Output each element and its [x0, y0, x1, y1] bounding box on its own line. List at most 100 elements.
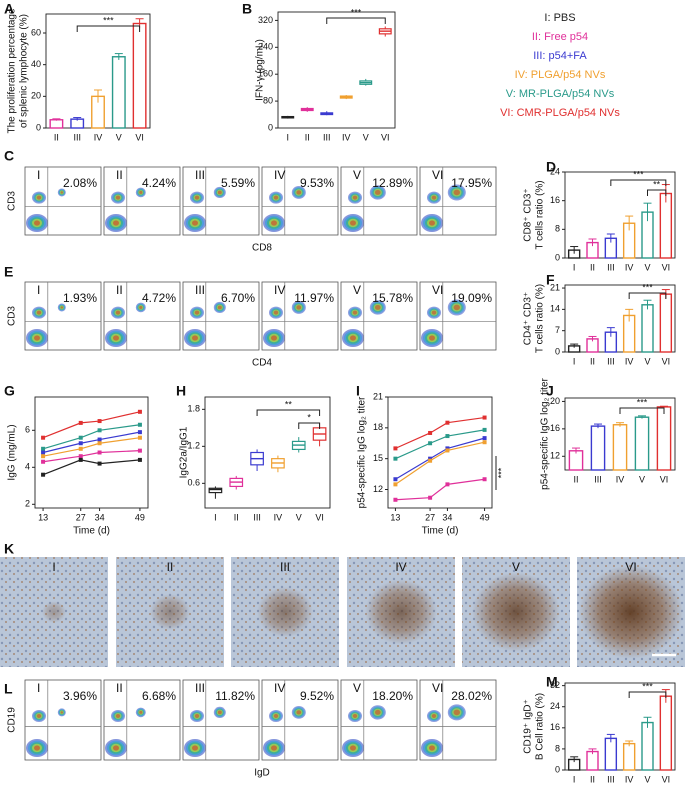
y-tick-label: 12: [373, 484, 383, 494]
y-tick-label: 18: [373, 422, 383, 432]
significance-label: ***: [637, 397, 648, 407]
x-tick-label: IV: [625, 356, 634, 366]
axis-label: CD3: [7, 191, 18, 211]
significance-label: **: [653, 179, 661, 189]
y-tick-label: 32: [550, 680, 560, 690]
y-tick-label: 16: [550, 423, 560, 433]
flow-density: [271, 335, 277, 341]
flow-density: [36, 310, 42, 315]
stained-region: [42, 601, 66, 623]
box: [208, 487, 223, 494]
x-tick-label: III: [73, 132, 81, 142]
marker: [393, 456, 398, 461]
marker: [97, 428, 102, 433]
flow-events: [105, 707, 146, 757]
y-tick-label: 16: [550, 722, 560, 732]
x-tick-label: II: [590, 262, 595, 272]
panel-label: B: [242, 1, 252, 17]
x-tick-label: VI: [135, 132, 144, 142]
marker: [41, 435, 46, 440]
marker: [41, 472, 46, 477]
bar: [659, 695, 673, 771]
flow-density: [429, 335, 435, 341]
group-label: VI: [432, 283, 443, 297]
marker: [445, 448, 450, 453]
flow-events: [184, 186, 226, 232]
y-tick-label: 24: [550, 166, 560, 176]
x-tick-label: V: [644, 774, 650, 784]
y-axis-label: IgG (mg/mL): [7, 424, 18, 480]
plot-frame: [564, 171, 676, 259]
significance-bracket: [326, 17, 386, 24]
y-tick-label: 160: [258, 69, 273, 79]
x-axis-label: Time (d): [422, 526, 459, 537]
group-label: III: [195, 168, 205, 182]
flow-density: [139, 305, 143, 309]
panel-label: L: [4, 681, 13, 697]
x-tick-label: VI: [381, 132, 390, 142]
x-tick-label: VI: [315, 512, 324, 522]
flow-density: [113, 220, 119, 226]
y-axis-label: p54-specific IgG log₂ titer: [357, 396, 368, 508]
marker: [97, 441, 102, 446]
group-label: VI: [625, 560, 636, 574]
flow-density: [431, 310, 437, 315]
x-tick-label: 13: [38, 512, 48, 522]
axis-label: CD8: [252, 243, 272, 254]
gate-percent: 6.68%: [142, 689, 176, 703]
flow-density: [115, 714, 121, 718]
significance-bracket: [76, 25, 141, 32]
marker: [393, 497, 398, 502]
flow-density: [36, 714, 42, 718]
series-line: [42, 424, 141, 450]
y-tick-label: 8: [555, 743, 560, 753]
flow-density: [296, 710, 302, 715]
flow-events: [26, 708, 66, 757]
series-line: [42, 431, 141, 454]
stained-region: [365, 579, 437, 645]
group-label: IV: [274, 168, 285, 182]
y-tick-label: 240: [258, 42, 273, 52]
gate-percent: 19.09%: [451, 291, 492, 305]
flow-density: [352, 310, 358, 315]
y-tick-label: 12: [550, 451, 560, 461]
marker: [482, 427, 487, 432]
x-tick-label: V: [644, 356, 650, 366]
x-tick-label: I: [214, 512, 217, 522]
flow-density: [375, 709, 381, 715]
x-tick-label: II: [54, 132, 59, 142]
x-tick-label: III: [594, 474, 602, 484]
flow-density: [34, 220, 40, 226]
flow-density: [453, 189, 460, 196]
stained-region: [579, 565, 683, 659]
y-tick-label: 0: [555, 346, 560, 356]
marker: [97, 419, 102, 424]
x-tick-label: IV: [94, 132, 103, 142]
flow-density: [115, 195, 121, 200]
legend-entry: I: PBS: [544, 12, 575, 24]
marker: [482, 415, 487, 420]
significance-bracket: [610, 179, 667, 186]
flow-events: [421, 184, 466, 232]
marker: [428, 430, 433, 435]
gate-percent: 4.24%: [142, 176, 176, 190]
panel-label: D: [546, 159, 556, 175]
gate-percent: 9.52%: [300, 689, 334, 703]
legend-entry: IV: PLGA/p54 NVs: [515, 69, 606, 81]
x-tick-label: IV: [625, 262, 634, 272]
marker: [97, 461, 102, 466]
y-tick-label: 1.8: [187, 404, 200, 414]
panel-label: F: [546, 272, 555, 288]
plot-frame: [34, 396, 149, 509]
axis-label: IgD: [254, 768, 270, 779]
flow-events: [105, 187, 146, 232]
panel-label: K: [4, 541, 14, 557]
panel-label: H: [176, 383, 186, 399]
group-label: III: [280, 560, 290, 574]
x-tick-label: V: [116, 132, 122, 142]
significance-label: ***: [642, 282, 653, 292]
flow-density: [194, 310, 200, 315]
y-axis-label: The proliferation percentage: [7, 8, 18, 134]
gate-percent: 3.96%: [63, 689, 97, 703]
